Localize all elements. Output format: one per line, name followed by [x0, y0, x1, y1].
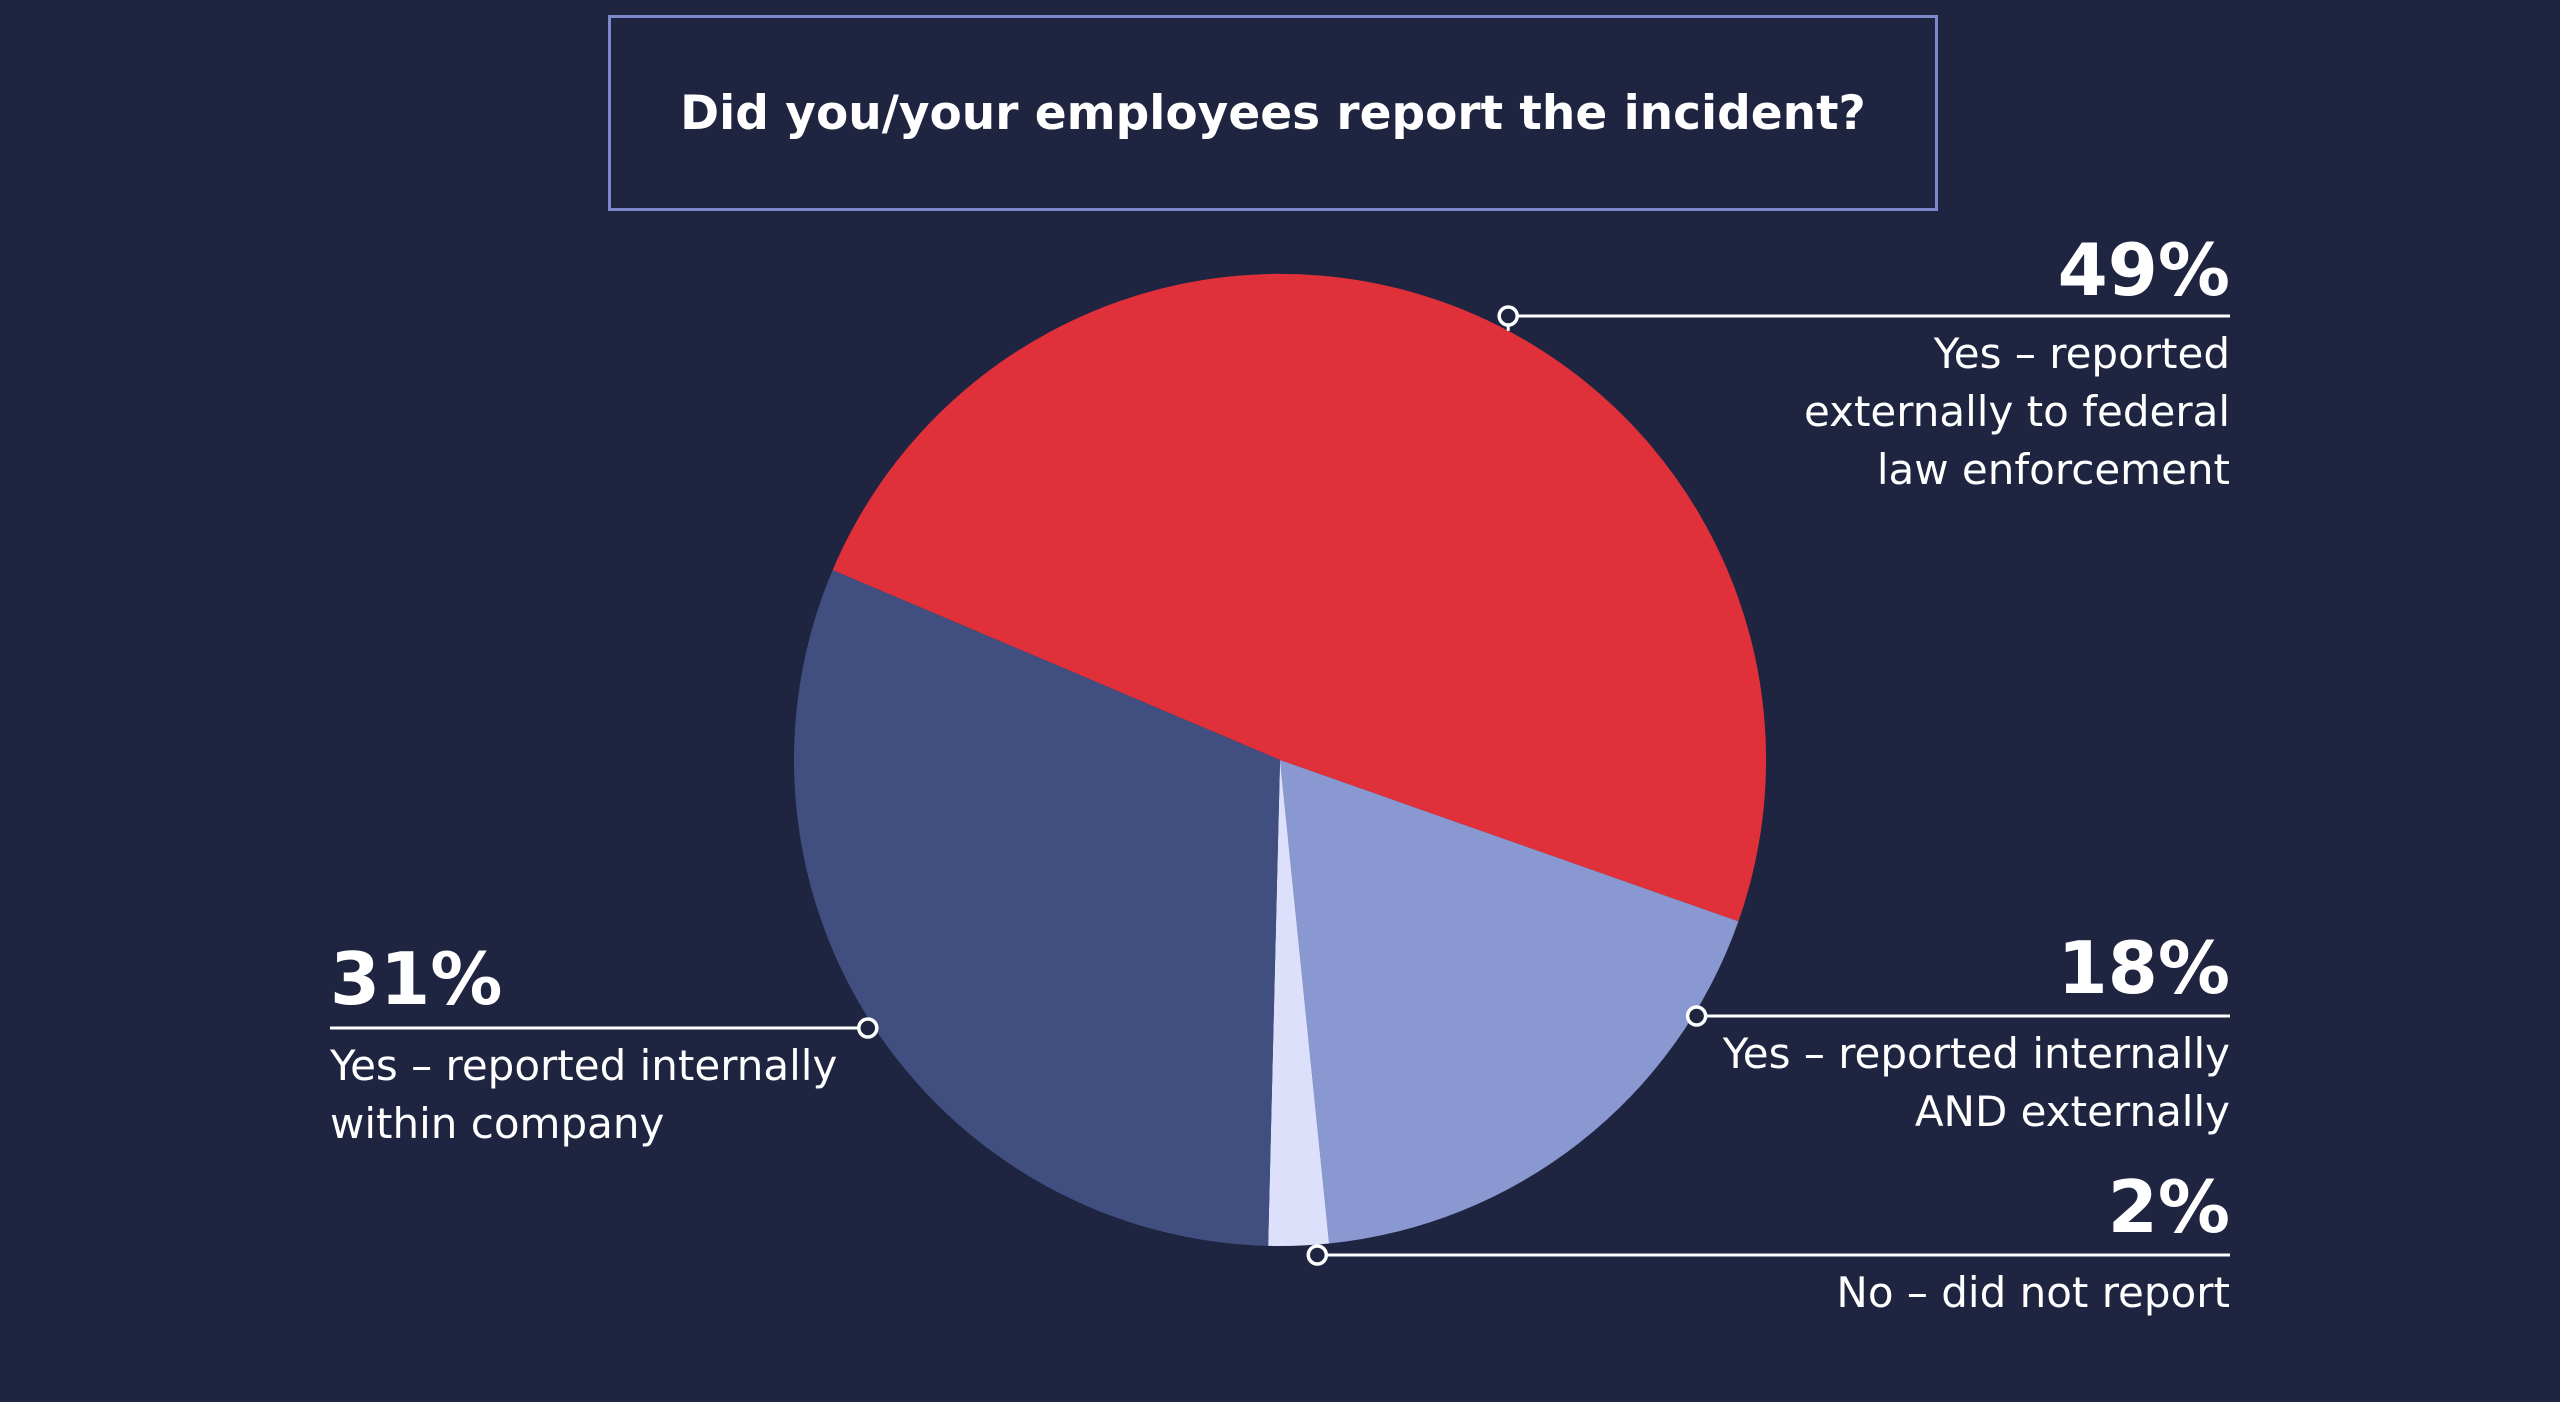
leader-dot-2 [1685, 1005, 1708, 1027]
pie-slice-1 [832, 273, 1767, 922]
leader-line-2 [1695, 1010, 2230, 1018]
leader-dot-4 [857, 1017, 879, 1039]
slice-label-1-line-3: law enforcement [1877, 445, 2230, 494]
slice-label-1-line-1: Yes – reported [1933, 329, 2230, 378]
pie-slice-2 [1280, 760, 1739, 1244]
data-label-value-4: 31% [330, 937, 502, 1021]
slice-annotations: 49% Yes – reported externally to federal la… [329, 228, 2230, 1317]
data-label-value-2: 18% [2058, 926, 2230, 1010]
pie-slice-3 [1268, 760, 1330, 1246]
slice-label-4-line-1: Yes – reported internally [329, 1041, 837, 1090]
pie-slice-4 [793, 570, 1280, 1246]
data-label-value-3: 2% [2108, 1165, 2230, 1249]
data-label-value-1: 49% [2058, 228, 2230, 312]
chart-title: Did you/your employees report the incide… [680, 85, 1866, 141]
chart-title-box: Did you/your employees report the incide… [608, 15, 1938, 211]
slice-label-2-line-2: AND externally [1915, 1087, 2230, 1136]
slice-label-2-line-1: Yes – reported internally [1722, 1029, 2230, 1078]
leader-dot-3 [1306, 1244, 1329, 1266]
leader-dot-1 [1497, 305, 1519, 327]
slice-label-3-line-1: No – did not report [1836, 1268, 2230, 1317]
leader-line-3 [1315, 1244, 2230, 1257]
slice-label-1-line-2: externally to federal [1804, 387, 2230, 436]
slice-label-4-line-2: within company [330, 1099, 664, 1148]
pie-slices [793, 273, 1767, 1246]
